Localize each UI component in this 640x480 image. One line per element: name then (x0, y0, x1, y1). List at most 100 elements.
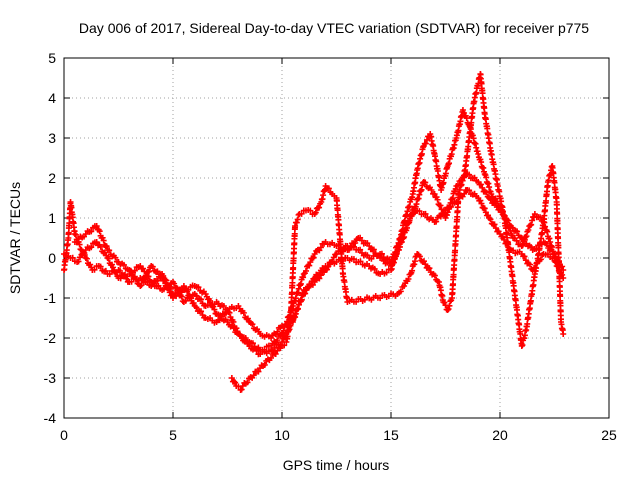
data-point (110, 264, 117, 271)
data-point (422, 261, 429, 268)
data-point (193, 304, 200, 311)
data-point (422, 140, 429, 147)
data-point (142, 273, 149, 280)
data-point (423, 136, 430, 143)
data-point (96, 228, 103, 235)
data-point (371, 265, 378, 272)
data-point (439, 211, 446, 218)
data-point (477, 197, 484, 204)
data-point (149, 263, 156, 270)
x-tick-label: 5 (169, 427, 177, 443)
data-point (307, 259, 314, 266)
data-point (304, 284, 311, 291)
data-point (274, 347, 281, 354)
data-point (187, 293, 194, 300)
data-point (481, 205, 488, 212)
data-point (154, 277, 161, 284)
data-point (447, 298, 454, 305)
y-tick-label: 5 (48, 50, 56, 66)
data-point (307, 207, 314, 214)
data-point (103, 243, 110, 250)
data-point (88, 244, 95, 251)
data-point (106, 247, 113, 254)
data-point (75, 258, 82, 265)
data-point (358, 237, 365, 244)
data-point (240, 309, 247, 316)
data-point (445, 305, 452, 312)
data-point (523, 233, 530, 240)
x-tick-label: 0 (60, 427, 68, 443)
data-point (426, 265, 433, 272)
data-point (244, 379, 251, 386)
data-point (392, 253, 399, 260)
data-point (198, 296, 205, 303)
data-point (491, 221, 498, 228)
data-point (317, 272, 324, 279)
data-point (216, 317, 223, 324)
data-point (91, 266, 98, 273)
data-point (102, 267, 109, 274)
data-point (350, 256, 357, 263)
data-point (117, 275, 124, 282)
data-point (509, 224, 516, 231)
data-point (405, 275, 412, 282)
data-point (242, 334, 249, 341)
data-point (528, 221, 535, 228)
data-point (88, 228, 95, 235)
data-point (499, 233, 506, 240)
data-point (294, 216, 301, 223)
data-point (529, 217, 536, 224)
data-point (182, 297, 189, 304)
data-point (83, 255, 90, 262)
data-point (434, 196, 441, 203)
data-point (325, 185, 332, 192)
data-point (171, 280, 178, 287)
data-point (428, 187, 435, 193)
data-point (477, 181, 484, 188)
data-point (521, 253, 528, 260)
data-point (478, 200, 485, 207)
series-3 (228, 71, 567, 393)
data-point (295, 211, 302, 218)
data-point (226, 309, 233, 316)
data-point (274, 337, 281, 344)
chart-title: Day 006 of 2017, Sidereal Day-to-day VTE… (79, 20, 589, 36)
data-point (239, 383, 246, 389)
data-point (388, 262, 395, 269)
data-point (133, 276, 140, 283)
data-point (312, 209, 319, 216)
data-point (230, 318, 237, 325)
x-axis-label: GPS time / hours (283, 457, 390, 473)
data-point (238, 386, 245, 393)
data-point (174, 290, 181, 297)
data-point (347, 243, 354, 250)
data-point (198, 308, 205, 315)
data-point (466, 187, 473, 194)
data-point (272, 350, 279, 357)
data-point (397, 288, 404, 295)
data-point (138, 282, 145, 289)
data-point (231, 378, 238, 385)
data-point (325, 263, 332, 270)
y-tick-label: 1 (48, 210, 56, 226)
data-point (431, 191, 438, 197)
data-point (300, 271, 307, 277)
data-point (105, 255, 112, 262)
data-point (261, 361, 268, 368)
data-point (120, 261, 127, 268)
data-point (522, 257, 529, 264)
data-point (155, 282, 162, 289)
data-point (488, 191, 495, 197)
data-point (383, 269, 390, 276)
data-point (184, 288, 191, 295)
data-point (249, 340, 256, 347)
data-point (389, 258, 396, 265)
data-points (61, 71, 567, 393)
data-point (69, 254, 76, 261)
x-tick-label: 25 (601, 427, 617, 443)
data-point (155, 271, 162, 278)
data-point (97, 243, 104, 250)
data-point (211, 306, 218, 313)
data-point (292, 223, 299, 229)
